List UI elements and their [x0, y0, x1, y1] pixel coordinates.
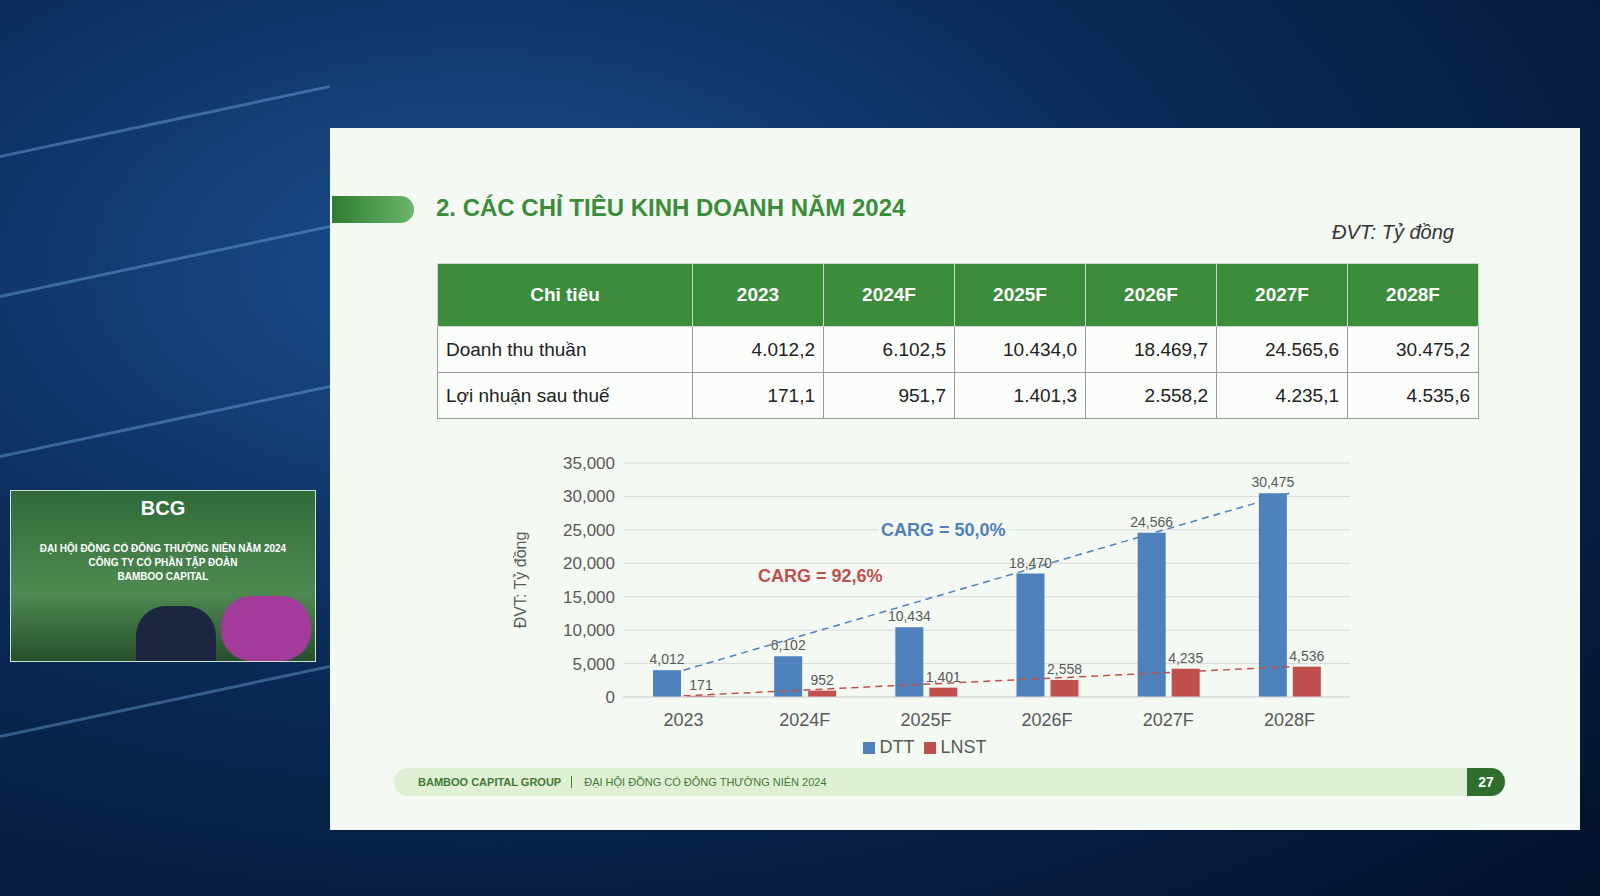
svg-text:25,000: 25,000	[563, 521, 615, 540]
svg-text:6,102: 6,102	[771, 637, 806, 653]
html-text:LNST: LNST	[940, 737, 987, 757]
svg-text:18,470: 18,470	[1009, 555, 1052, 571]
svg-text:0: 0	[606, 688, 615, 707]
html-text:BAMBOO CAPITAL: BAMBOO CAPITAL	[117, 571, 209, 582]
html-text:171,1: 171,1	[767, 384, 815, 406]
svg-text:952: 952	[810, 672, 834, 688]
svg-text:2027F: 2027F	[1143, 710, 1194, 730]
html-text:2. CÁC CHỈ TIÊU KINH DOANH NĂM: 2. CÁC CHỈ TIÊU KINH DOANH NĂM 2024	[436, 194, 906, 221]
html-text:2026F: 2026F	[1124, 284, 1178, 305]
svg-text:1,401: 1,401	[926, 669, 961, 685]
svg-text:2025F: 2025F	[900, 710, 951, 730]
svg-text:24,566: 24,566	[1130, 514, 1173, 530]
svg-text:2023: 2023	[664, 710, 704, 730]
html-text:Lợi nhuận sau thuế: Lợi nhuận sau thuế	[446, 384, 610, 406]
html-text:ĐẠI HỘI ĐỒNG CỔ ĐÔNG THƯỜNG NI: ĐẠI HỘI ĐỒNG CỔ ĐÔNG THƯỜNG NIÊN NĂM 202…	[39, 543, 287, 554]
html-text:4.012,2: 4.012,2	[751, 338, 815, 360]
svg-text:35,000: 35,000	[563, 454, 615, 473]
html-text:27: 27	[1478, 774, 1494, 790]
svg-text:5,000: 5,000	[572, 655, 615, 674]
svg-text:10,000: 10,000	[563, 621, 615, 640]
html-text:BCG: BCG	[140, 497, 186, 519]
html-text:2.558,2: 2.558,2	[1144, 384, 1208, 406]
svg-text:4,536: 4,536	[1289, 648, 1324, 664]
svg-text:2028F: 2028F	[1264, 710, 1315, 730]
svg-text:171: 171	[689, 677, 713, 693]
svg-text:4,012: 4,012	[649, 651, 684, 667]
svg-text:30,000: 30,000	[563, 487, 615, 506]
html-text:2027F: 2027F	[1255, 284, 1309, 305]
html-text:ĐẠI HỘI ĐỒNG CỔ ĐÔNG THƯỜNG NI: ĐẠI HỘI ĐỒNG CỔ ĐÔNG THƯỜNG NIÊN 2024	[584, 776, 827, 788]
html-text:2028F: 2028F	[1386, 284, 1440, 305]
html-text:CARG = 92,6%: CARG = 92,6%	[758, 566, 883, 586]
html-text:Doanh thu thuần: Doanh thu thuần	[446, 338, 587, 360]
svg-text:ĐVT: Tỷ đồng: ĐVT: Tỷ đồng	[512, 532, 529, 629]
svg-text:15,000: 15,000	[563, 588, 615, 607]
html-text:1.401,3: 1.401,3	[1013, 384, 1077, 406]
html-text:CÔNG TY CỔ PHẦN TẬP ĐOÀN: CÔNG TY CỔ PHẦN TẬP ĐOÀN	[88, 557, 238, 568]
svg-text:10,434: 10,434	[888, 608, 931, 624]
html-text:951,7: 951,7	[898, 384, 946, 406]
html-text:DTT: DTT	[879, 737, 915, 757]
html-text:4.235,1: 4.235,1	[1275, 384, 1339, 406]
html-text:2024F: 2024F	[862, 284, 916, 305]
svg-text:20,000: 20,000	[563, 554, 615, 573]
html-text:6.102,5: 6.102,5	[882, 338, 946, 360]
html-text:18.469,7: 18.469,7	[1134, 338, 1208, 360]
svg-text:4,235: 4,235	[1168, 650, 1203, 666]
html-text:2023: 2023	[736, 284, 780, 305]
html-text:2025F: 2025F	[993, 284, 1047, 305]
html-text:CARG = 50,0%: CARG = 50,0%	[881, 520, 1006, 540]
svg-text:2024F: 2024F	[779, 710, 830, 730]
html-text:24.565,6: 24.565,6	[1265, 338, 1339, 360]
html-text:4.535,6: 4.535,6	[1406, 384, 1470, 406]
html-text:30.475,2: 30.475,2	[1396, 338, 1470, 360]
svg-text:2026F: 2026F	[1022, 710, 1073, 730]
svg-text:2,558: 2,558	[1047, 661, 1082, 677]
html-text:ĐVT: Tỷ đồng: ĐVT: Tỷ đồng	[1332, 221, 1454, 243]
html-text:10.434,0: 10.434,0	[1003, 338, 1077, 360]
html-text:BAMBOO CAPITAL GROUP: BAMBOO CAPITAL GROUP	[418, 776, 562, 788]
html-text:Chỉ tiêu: Chỉ tiêu	[530, 284, 600, 305]
svg-text:30,475: 30,475	[1251, 474, 1294, 490]
